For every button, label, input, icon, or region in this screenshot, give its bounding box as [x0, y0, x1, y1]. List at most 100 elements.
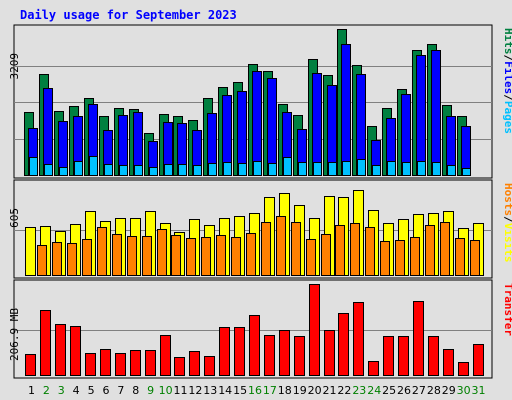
bar-transfer: [368, 361, 379, 376]
bar-transfer: [473, 344, 484, 376]
bar-hosts: [261, 222, 271, 276]
bar-transfer: [309, 284, 320, 376]
bar-transfer: [130, 350, 141, 376]
day-label: 22: [337, 384, 351, 397]
panel-hosts_visits: 605 Hosts/Visits: [8, 179, 512, 279]
bar-pages: [44, 164, 53, 176]
axis-max-label: 206.9 MB: [8, 308, 21, 361]
bar-transfer: [234, 327, 245, 376]
bar-hosts: [52, 242, 62, 276]
bar-files: [252, 71, 262, 176]
day-label: 14: [218, 384, 232, 397]
chart-title: Daily usage for September 2023: [20, 8, 237, 22]
bar-transfer: [249, 315, 260, 376]
axis-max-label: 605: [8, 208, 21, 228]
bar-hosts: [350, 223, 360, 276]
bar-pages: [447, 165, 456, 176]
bar-pages: [268, 163, 277, 176]
bar-pages: [313, 162, 322, 176]
bar-hosts: [246, 233, 256, 276]
day-label: 23: [352, 384, 366, 397]
bar-pages: [283, 157, 292, 176]
bar-hosts: [291, 222, 301, 276]
axis-max-label: 3209: [8, 53, 21, 80]
day-label: 11: [173, 384, 187, 397]
bar-hosts: [67, 243, 77, 276]
day-label: 18: [278, 384, 292, 397]
bar-transfer: [115, 353, 126, 376]
bar-transfer: [413, 301, 424, 376]
bar-pages: [328, 162, 337, 176]
day-label: 19: [293, 384, 307, 397]
bar-pages: [462, 168, 471, 176]
bar-pages: [74, 161, 83, 176]
bar-hosts: [82, 239, 92, 276]
bar-hosts: [306, 239, 316, 276]
bar-transfer: [189, 351, 200, 376]
day-label: 5: [88, 384, 95, 397]
legend-part: Transfer: [502, 283, 512, 336]
bar-hosts: [216, 235, 226, 276]
bar-files: [431, 50, 441, 176]
day-label: 17: [263, 384, 277, 397]
bar-pages: [298, 162, 307, 176]
bar-hosts: [470, 240, 480, 276]
bar-pages: [59, 167, 68, 176]
bar-hosts: [142, 236, 152, 276]
bar-transfer: [458, 362, 469, 376]
day-label: 15: [233, 384, 247, 397]
bar-pages: [178, 164, 187, 176]
bar-files: [312, 73, 322, 176]
day-label: 6: [102, 384, 109, 397]
bar-transfer: [85, 353, 96, 376]
side-legend: Hosts/Visits: [502, 183, 512, 263]
bar-hosts: [112, 234, 122, 276]
bar-transfer: [55, 324, 66, 376]
day-label: 9: [147, 384, 154, 397]
bar-transfer: [279, 330, 290, 376]
bar-pages: [164, 164, 173, 176]
bar-pages: [387, 161, 396, 176]
bar-pages: [357, 159, 366, 176]
bar-transfer: [443, 349, 454, 376]
bar-pages: [223, 162, 232, 176]
day-label: 30: [457, 384, 471, 397]
legend-part: /: [502, 216, 512, 223]
bar-transfer: [25, 354, 36, 376]
bar-pages: [134, 165, 143, 176]
day-label: 1: [28, 384, 35, 397]
bar-hosts: [335, 225, 345, 276]
bar-pages: [29, 157, 38, 176]
panel-transfer: 206.9 MB Transfer: [8, 279, 512, 379]
day-label: 8: [132, 384, 139, 397]
bar-transfer: [383, 336, 394, 376]
bar-hosts: [440, 222, 450, 276]
bar-hosts: [201, 237, 211, 276]
bar-transfer: [353, 302, 364, 376]
legend-part: Pages: [502, 101, 512, 134]
bar-hosts: [380, 241, 390, 276]
day-label: 12: [188, 384, 202, 397]
bar-transfer: [294, 336, 305, 376]
bar-transfer: [40, 310, 51, 376]
bar-transfer: [428, 336, 439, 376]
day-label: 28: [427, 384, 441, 397]
day-label: 24: [367, 384, 381, 397]
bar-hosts: [276, 216, 286, 276]
bar-pages: [119, 165, 128, 176]
bar-transfer: [70, 326, 81, 376]
bar-transfer: [398, 336, 409, 376]
bar-hosts: [127, 236, 137, 276]
bar-pages: [89, 156, 98, 176]
legend-part: Hosts: [502, 183, 512, 216]
bar-files: [43, 88, 53, 176]
day-label: 29: [442, 384, 456, 397]
bar-pages: [149, 167, 158, 176]
day-label: 4: [73, 384, 80, 397]
bar-pages: [417, 161, 426, 176]
bar-hosts: [37, 245, 47, 276]
bar-transfer: [160, 335, 171, 376]
legend-part: Files: [502, 61, 512, 94]
